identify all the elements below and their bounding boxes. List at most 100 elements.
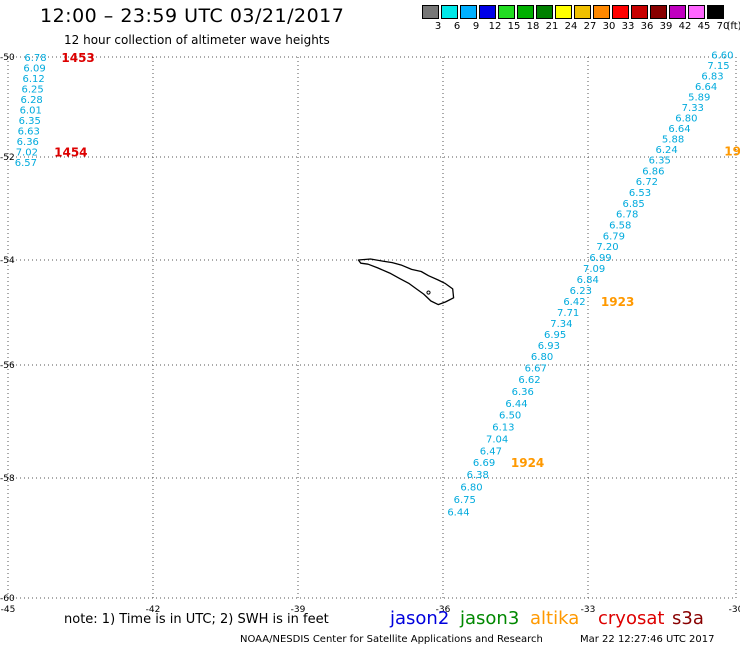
satellite-label-jason3: jason3 xyxy=(460,608,520,629)
wave-height-value: 7.33 xyxy=(682,103,704,114)
wave-height-value: 6.63 xyxy=(18,127,40,138)
legend-unit: (ft) xyxy=(726,21,740,32)
footer-note: note: 1) Time is in UTC; 2) SWH is in fe… xyxy=(64,612,329,627)
wave-height-value: 7.34 xyxy=(550,319,572,330)
wave-height-value: 6.44 xyxy=(505,399,527,410)
legend-label: 30 xyxy=(602,21,616,32)
wave-height-value: 6.86 xyxy=(642,166,664,177)
generated-timestamp: Mar 22 12:27:46 UTC 2017 xyxy=(580,634,715,645)
wave-height-value: 7.15 xyxy=(707,61,729,72)
legend-swatch-18 xyxy=(517,5,534,19)
wave-height-value: 6.36 xyxy=(17,137,39,148)
wave-height-value: 5.88 xyxy=(662,135,684,146)
wave-height-value: 6.99 xyxy=(589,253,611,264)
legend-swatch-45 xyxy=(688,5,705,19)
legend-label: 42 xyxy=(678,21,692,32)
wave-height-value: 6.12 xyxy=(22,74,44,85)
map-title: 12:00 – 23:59 UTC 03/21/2017 xyxy=(40,5,345,27)
wave-height-value: 6.64 xyxy=(668,124,690,135)
wave-height-value: 5.89 xyxy=(688,93,710,104)
legend-label: 27 xyxy=(583,21,597,32)
wave-height-value: 6.53 xyxy=(629,188,651,199)
legend-swatch-6 xyxy=(441,5,458,19)
wave-height-value: 6.35 xyxy=(19,116,41,127)
wave-height-value: 6.28 xyxy=(21,95,43,106)
satellite-label-s3a: s3a xyxy=(672,608,704,629)
wave-height-value: 6.01 xyxy=(20,106,42,117)
wave-height-value: 7.09 xyxy=(583,264,605,275)
legend-swatch-36 xyxy=(631,5,648,19)
wave-height-value: 6.35 xyxy=(649,156,671,167)
wave-height-value: 6.67 xyxy=(525,363,547,374)
legend-label: 12 xyxy=(488,21,502,32)
wave-height-value: 6.50 xyxy=(499,411,521,422)
wave-height-value: 7.02 xyxy=(16,148,38,159)
legend-swatch-3 xyxy=(422,5,439,19)
legend-label: 18 xyxy=(526,21,540,32)
legend-swatch-12 xyxy=(479,5,496,19)
wave-height-value: 6.84 xyxy=(577,275,599,286)
wave-height-value: 6.80 xyxy=(531,352,553,363)
wave-height-value: 6.85 xyxy=(622,199,644,210)
satellite-label-altika: altika xyxy=(530,608,580,629)
longitude-tick-label: -45 xyxy=(1,605,16,615)
longitude-tick-label: -33 xyxy=(581,605,596,615)
islet-outline xyxy=(426,290,431,295)
pass-time-label: 1924 xyxy=(511,456,544,470)
latitude-tick-label: -54 xyxy=(0,256,15,266)
wave-height-value: 6.80 xyxy=(675,114,697,125)
legend-label: 39 xyxy=(659,21,673,32)
wave-height-value: 6.78 xyxy=(24,53,46,64)
wave-height-value: 6.62 xyxy=(518,375,540,386)
latitude-tick-label: -60 xyxy=(0,594,15,604)
latitude-tick-label: -58 xyxy=(0,474,15,484)
longitude-tick-label: -39 xyxy=(291,605,306,615)
wave-height-value: 6.93 xyxy=(538,341,560,352)
wave-height-value: 6.36 xyxy=(512,387,534,398)
wave-height-value: 6.80 xyxy=(460,482,482,493)
legend-label: 24 xyxy=(564,21,578,32)
legend-label: 6 xyxy=(453,21,461,32)
legend-label: 45 xyxy=(697,21,711,32)
wave-height-value: 6.64 xyxy=(695,82,717,93)
latitude-tick-label: -56 xyxy=(0,361,15,371)
wave-height-value: 6.24 xyxy=(656,145,678,156)
wave-height-value: 6.38 xyxy=(467,470,489,481)
legend-label: 3 xyxy=(434,21,442,32)
wave-height-value: 6.09 xyxy=(23,64,45,75)
pass-time-label: 1922 xyxy=(724,145,740,159)
wave-height-value: 6.23 xyxy=(570,286,592,297)
legend-label: 70 xyxy=(716,21,730,32)
pass-time-label: 1453 xyxy=(61,51,94,65)
legend-swatch-42 xyxy=(669,5,686,19)
legend-swatch-70 xyxy=(707,5,724,19)
pass-time-label: 1923 xyxy=(601,295,634,309)
legend-label: 33 xyxy=(621,21,635,32)
legend-swatch-33 xyxy=(612,5,629,19)
wave-height-value: 7.04 xyxy=(486,434,508,445)
wave-height-value: 6.58 xyxy=(609,220,631,231)
legend-swatch-27 xyxy=(574,5,591,19)
wave-height-value: 7.71 xyxy=(557,308,579,319)
wave-height-value: 6.44 xyxy=(447,508,469,519)
legend-label: 9 xyxy=(472,21,480,32)
legend-swatch-30 xyxy=(593,5,610,19)
wave-height-value: 7.20 xyxy=(596,242,618,253)
longitude-tick-label: -42 xyxy=(146,605,161,615)
credit-text: NOAA/NESDIS Center for Satellite Applica… xyxy=(240,634,543,645)
satellite-label-jason2: jason2 xyxy=(390,608,450,629)
latitude-tick-label: -52 xyxy=(0,153,15,163)
legend-label: 36 xyxy=(640,21,654,32)
wave-height-value: 6.47 xyxy=(480,446,502,457)
legend-swatch-21 xyxy=(536,5,553,19)
wave-height-value: 6.42 xyxy=(563,297,585,308)
longitude-tick-label: -30 xyxy=(729,605,740,615)
legend-label: 15 xyxy=(507,21,521,32)
legend-swatch-39 xyxy=(650,5,667,19)
satellite-label-cryosat: cryosat xyxy=(598,608,665,629)
south-georgia-coastline xyxy=(357,258,455,306)
legend-swatch-24 xyxy=(555,5,572,19)
legend-swatch-9 xyxy=(460,5,477,19)
wave-height-value: 6.72 xyxy=(636,177,658,188)
